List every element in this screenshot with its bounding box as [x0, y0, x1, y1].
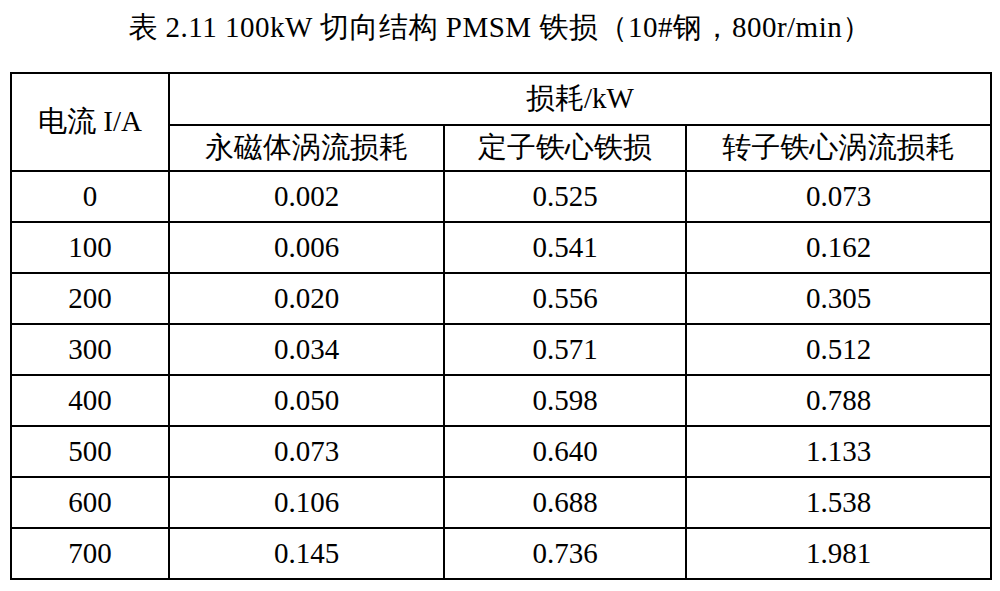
- cell-rotor-loss: 1.133: [686, 426, 991, 477]
- cell-stator-loss: 0.640: [444, 426, 686, 477]
- cell-pm-loss: 0.106: [169, 477, 444, 528]
- cell-rotor-loss: 0.162: [686, 222, 991, 273]
- cell-current: 700: [11, 528, 169, 579]
- table-row: 100 0.006 0.541 0.162: [11, 222, 991, 273]
- cell-rotor-loss: 0.073: [686, 171, 991, 222]
- header-row-group: 电流 I/A 损耗/kW: [11, 73, 991, 125]
- cell-rotor-loss: 1.538: [686, 477, 991, 528]
- cell-stator-loss: 0.541: [444, 222, 686, 273]
- table-row: 200 0.020 0.556 0.305: [11, 273, 991, 324]
- cell-stator-loss: 0.598: [444, 375, 686, 426]
- cell-pm-loss: 0.034: [169, 324, 444, 375]
- cell-pm-loss: 0.020: [169, 273, 444, 324]
- cell-current: 200: [11, 273, 169, 324]
- table-row: 700 0.145 0.736 1.981: [11, 528, 991, 579]
- cell-current: 300: [11, 324, 169, 375]
- table-caption: 表 2.11 100kW 切向结构 PMSM 铁损（10#钢，800r/min）: [0, 8, 1000, 48]
- iron-loss-table: 电流 I/A 损耗/kW 永磁体涡流损耗 定子铁心铁损 转子铁心涡流损耗 0 0…: [10, 72, 992, 580]
- cell-pm-loss: 0.050: [169, 375, 444, 426]
- subheader-stator-core-loss: 定子铁心铁损: [444, 125, 686, 171]
- cell-current: 400: [11, 375, 169, 426]
- cell-rotor-loss: 0.512: [686, 324, 991, 375]
- cell-pm-loss: 0.006: [169, 222, 444, 273]
- document-page: 表 2.11 100kW 切向结构 PMSM 铁损（10#钢，800r/min）…: [0, 0, 1000, 591]
- table-row: 600 0.106 0.688 1.538: [11, 477, 991, 528]
- cell-stator-loss: 0.556: [444, 273, 686, 324]
- cell-rotor-loss: 0.305: [686, 273, 991, 324]
- cell-current: 100: [11, 222, 169, 273]
- cell-stator-loss: 0.525: [444, 171, 686, 222]
- cell-pm-loss: 0.145: [169, 528, 444, 579]
- table-row: 400 0.050 0.598 0.788: [11, 375, 991, 426]
- cell-stator-loss: 0.688: [444, 477, 686, 528]
- subheader-rotor-eddy-loss: 转子铁心涡流损耗: [686, 125, 991, 171]
- corner-header-current: 电流 I/A: [11, 73, 169, 171]
- cell-current: 600: [11, 477, 169, 528]
- cell-rotor-loss: 1.981: [686, 528, 991, 579]
- table-row: 500 0.073 0.640 1.133: [11, 426, 991, 477]
- table-row: 0 0.002 0.525 0.073: [11, 171, 991, 222]
- table-row: 300 0.034 0.571 0.512: [11, 324, 991, 375]
- subheader-pm-eddy-loss: 永磁体涡流损耗: [169, 125, 444, 171]
- cell-rotor-loss: 0.788: [686, 375, 991, 426]
- cell-current: 0: [11, 171, 169, 222]
- cell-pm-loss: 0.002: [169, 171, 444, 222]
- cell-stator-loss: 0.736: [444, 528, 686, 579]
- cell-pm-loss: 0.073: [169, 426, 444, 477]
- cell-current: 500: [11, 426, 169, 477]
- cell-stator-loss: 0.571: [444, 324, 686, 375]
- group-header-loss: 损耗/kW: [169, 73, 991, 125]
